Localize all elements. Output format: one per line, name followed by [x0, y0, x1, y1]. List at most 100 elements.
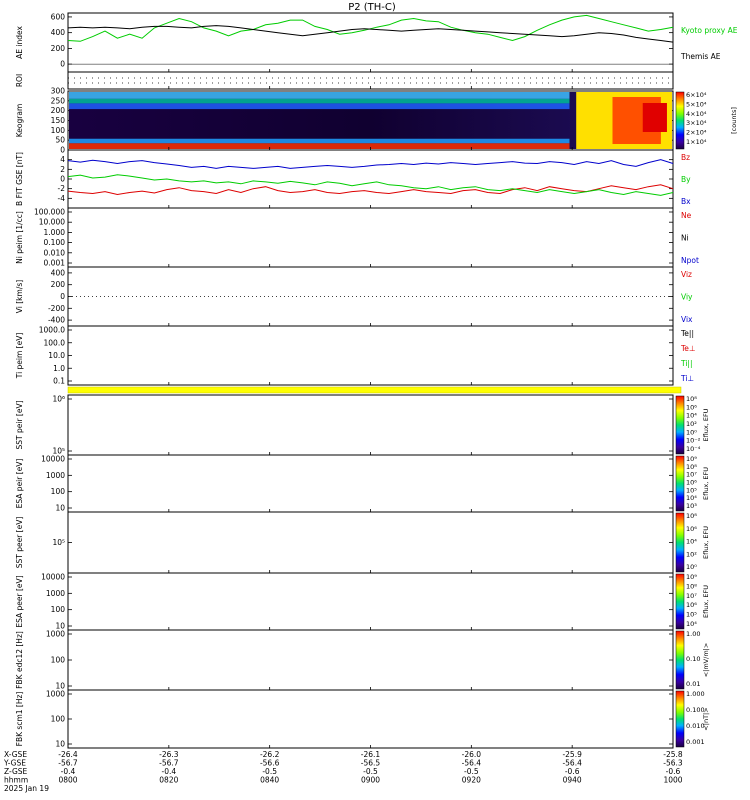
panel-roi: ROI [15, 71, 674, 90]
keogram-band-0 [69, 92, 570, 99]
status-bar [67, 386, 682, 394]
esa2-colorbar [675, 573, 685, 630]
ae-ylabel: AE index [15, 26, 24, 59]
fbk2-cbar-label-0: 1.000 [686, 690, 705, 698]
x-tick-label: -56.7 [58, 759, 78, 768]
esa1-cbar-label-3: 10⁶ [686, 479, 697, 487]
x-tick-label: -56.5 [361, 759, 381, 768]
bfield-series-0 [67, 184, 674, 196]
x-tick-label: -0.5 [464, 767, 479, 776]
ti-ytick-label: 0.1 [53, 377, 65, 386]
x-tick-label: -56.7 [159, 759, 179, 768]
ti-ytick-label: 10.0 [48, 351, 65, 360]
fbk1-ytick-label: 100 [51, 656, 66, 665]
keogram-cbar-label-1: 5×10⁴ [686, 100, 707, 108]
esa1-ytick-label: 100 [51, 487, 66, 496]
sst1-ytick-label: 10⁶ [52, 395, 65, 404]
fbk2-ytick-label: 100 [51, 715, 66, 724]
esa2-ytick-label: 1000 [46, 589, 65, 598]
x-tick-label: -26.2 [260, 750, 280, 759]
fbk2-cbar-label-2: 0.010 [686, 722, 705, 730]
ae-series-1 [67, 25, 674, 43]
x-row-label: Y-GSE [3, 759, 26, 768]
sst1-cbar-label-5: 10⁻² [686, 437, 701, 445]
fbk1-ytick-label: 1000 [46, 630, 65, 639]
fbk2-cbar-label-1: 0.100 [686, 706, 705, 714]
fbk1-cbar-label-0: 1.00 [686, 630, 700, 638]
keogram-hot-core [642, 103, 667, 132]
esa2-cbar-label-4: 10⁵ [686, 611, 697, 619]
ae-series-0 [67, 14, 674, 42]
esa2-cbar-label-3: 10⁶ [686, 601, 697, 609]
fbk2-colorbar [675, 690, 685, 748]
keogram-ytick-label: 50 [55, 136, 65, 145]
ni-legend-2: Npot [681, 256, 699, 265]
esa2-ytick-label: 10000 [41, 573, 65, 582]
fbk1-frame [67, 629, 674, 691]
esa1-cbar-label-2: 10⁷ [686, 471, 697, 479]
x-tick-label: -26.0 [462, 750, 482, 759]
x-tick-label: 0840 [260, 776, 279, 785]
bfield-ylabel: B FIT GSE [nT] [15, 152, 24, 206]
x-tick-label: -0.4 [61, 767, 76, 776]
sst2-ytick-label: 10⁵ [52, 538, 65, 547]
sst1-cbar-label-2: 10⁴ [686, 412, 697, 420]
esa2-cbar-label-1: 10⁸ [686, 582, 697, 590]
vi-ytick-label: 0 [60, 292, 65, 301]
ni-ytick-label: 0.001 [44, 259, 66, 268]
panel-ti: 1000.0 100.0 10.0 1.0 0.1 Ti peim [eV] Te|| Te⊥… [15, 325, 695, 386]
x-tick-label: -0.5 [363, 767, 378, 776]
fbk1-cbar-unit: <|mV/m|> [702, 643, 710, 678]
fbk2-cbar-label-3: 0.001 [686, 738, 705, 746]
fbk2-frame [67, 689, 674, 749]
x-tick-label: -56.4 [462, 759, 482, 768]
keogram-ytick-label: 300 [51, 87, 66, 96]
x-row-label: hhmm [4, 776, 28, 785]
fbk1-cbar-label-1: 0.10 [686, 655, 700, 663]
x-tick-label: 0920 [462, 776, 481, 785]
sst1-colorbar [675, 395, 685, 455]
sst1-cbar-label-6: 10⁻⁴ [686, 445, 701, 453]
ae-ytick-label: 600 [51, 12, 66, 21]
ni-ytick-label: 0.010 [44, 248, 66, 257]
panel-vi: 400 200 0 -200 -400 Vi [km/s] Viz Viy Vix [15, 266, 693, 327]
x-tick-label: 0820 [159, 776, 178, 785]
ni-legend-1: Ni [681, 234, 689, 243]
esa2-cbar-label-5: 10⁴ [686, 620, 697, 628]
x-tick-label: -56.4 [562, 759, 582, 768]
esa1-cbar-label-5: 10⁴ [686, 494, 697, 502]
keogram-band-2 [69, 103, 570, 110]
x-row-label: Z-GSE [4, 767, 28, 776]
esa2-ytick-label: 10 [55, 622, 65, 631]
ti-ytick-label: 1.0 [53, 364, 65, 373]
sst2-cbar-label-3: 10² [686, 550, 697, 558]
vi-ytick-label: 200 [51, 280, 66, 289]
panel-fbk1: 1000 100 10 FBK edc12 [Hz] 1.00 0.10 0.01<|mV/… [15, 629, 710, 691]
vi-frame [67, 266, 674, 327]
esa1-cbar-label-0: 10⁹ [686, 455, 697, 463]
bfield-legend-2: Bx [681, 197, 691, 206]
x-tick-label: -56.6 [260, 759, 280, 768]
x-tick-label: 0940 [563, 776, 582, 785]
x-tick-label: -25.9 [562, 750, 582, 759]
ni-ytick-label: 10.000 [39, 218, 65, 227]
keogram-ytick-label: 150 [51, 116, 66, 125]
ni-frame [67, 207, 674, 268]
ni-ylabel: Ni peim [1/cc] [15, 211, 24, 264]
ni-legend-0: Ne [681, 211, 692, 220]
keogram-band-4 [69, 143, 570, 149]
esa2-cbar-unit: Eflux, EFU [702, 585, 710, 618]
x-tick-label: -0.5 [262, 767, 277, 776]
fbk1-ytick-label: 10 [55, 682, 65, 691]
bfield-ytick-label: 0 [60, 175, 65, 184]
esa1-ytick-label: 10 [55, 504, 65, 513]
ae-ytick-label: 400 [51, 28, 66, 37]
fbk2-ytick-label: 1000 [46, 690, 65, 699]
x-tick-label: 0800 [58, 776, 77, 785]
esa1-cbar-unit: Eflux, EFU [702, 467, 710, 500]
